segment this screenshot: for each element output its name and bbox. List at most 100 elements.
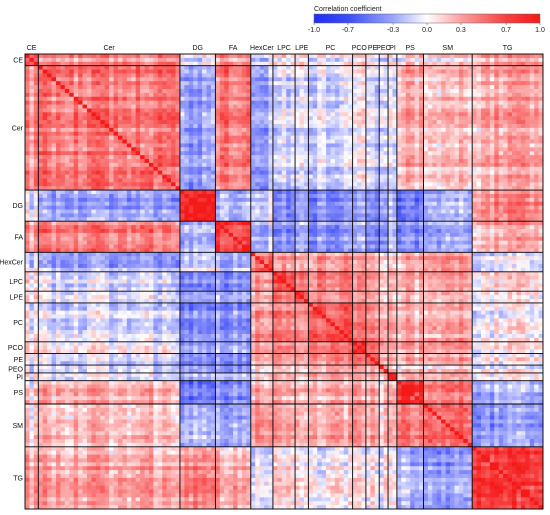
heatmap-cell [144, 201, 150, 207]
heatmap-cell [392, 104, 398, 109]
heatmap-cell [503, 124, 508, 129]
heatmap-cell [206, 182, 212, 187]
heatmap-cell [370, 120, 376, 125]
heatmap-cell [401, 131, 407, 137]
heatmap-cell [423, 186, 429, 191]
heatmap-cell [481, 54, 486, 59]
heatmap-cell [219, 96, 225, 102]
heatmap-cell [334, 186, 340, 191]
heatmap-cell [131, 73, 137, 78]
heatmap-cell [445, 73, 451, 78]
heatmap-cell [379, 127, 384, 133]
heatmap-cell [454, 124, 460, 129]
heatmap-cell [42, 201, 48, 207]
heatmap-cell [193, 213, 199, 218]
heatmap-cell [339, 73, 345, 78]
heatmap-cell [476, 131, 482, 137]
heatmap-cell [463, 112, 469, 117]
heatmap-cell [91, 92, 97, 98]
heatmap-cell [379, 116, 384, 121]
heatmap-cell [348, 197, 353, 203]
heatmap-cell [352, 159, 358, 164]
heatmap-cell [357, 127, 362, 133]
heatmap-cell [516, 120, 522, 125]
colorbar-tick-label: -0.3 [387, 27, 399, 34]
heatmap-cell [29, 182, 35, 187]
heatmap-cell [361, 112, 367, 117]
heatmap-cell [339, 186, 345, 191]
heatmap-cell [454, 112, 460, 117]
heatmap-cell [525, 120, 531, 125]
heatmap-cell [224, 143, 230, 148]
heatmap-cell [228, 61, 234, 67]
heatmap-cell [264, 197, 269, 203]
heatmap-cell [153, 147, 159, 152]
heatmap-cell [109, 190, 114, 195]
heatmap-cell [264, 213, 269, 218]
heatmap-cell [202, 57, 207, 63]
heatmap-cell [237, 151, 243, 156]
heatmap-cell [215, 96, 221, 102]
heatmap-cell [481, 194, 486, 199]
heatmap-cell [374, 213, 380, 218]
heatmap-cell [175, 112, 181, 117]
heatmap-cell [38, 197, 44, 203]
heatmap-cell [51, 120, 57, 125]
heatmap-cell [188, 54, 194, 59]
heatmap-cell [472, 190, 477, 195]
heatmap-cell [410, 174, 415, 179]
heatmap-cell [507, 205, 513, 210]
heatmap-cell [520, 186, 526, 191]
heatmap-cell [210, 182, 216, 187]
heatmap-cell [277, 108, 283, 113]
heatmap-cell [361, 108, 367, 113]
heatmap-cell [153, 162, 159, 168]
heatmap-cell [55, 73, 61, 78]
heatmap-cell [370, 182, 376, 187]
heatmap-cell [117, 73, 123, 78]
heatmap-cell [228, 104, 234, 109]
heatmap-cell [339, 104, 345, 109]
heatmap-cell [290, 57, 296, 63]
heatmap-cell [219, 77, 225, 82]
heatmap-cell [51, 57, 57, 63]
heatmap-cell [357, 159, 362, 164]
heatmap-cell [432, 159, 438, 164]
heatmap-cell [427, 54, 433, 59]
heatmap-cell [95, 178, 101, 183]
heatmap-cell [206, 201, 212, 207]
heatmap-cell [427, 89, 433, 94]
heatmap-cell [60, 182, 66, 187]
heatmap-cell [264, 143, 269, 148]
heatmap-cell [51, 143, 57, 148]
heatmap-cell [104, 57, 110, 63]
heatmap-cell [326, 135, 331, 140]
heatmap-cell [410, 131, 415, 137]
heatmap-cell [144, 170, 150, 175]
heatmap-cell [454, 65, 460, 70]
heatmap-cell [122, 155, 128, 160]
heatmap-cell [374, 209, 380, 214]
heatmap-cell [538, 124, 544, 129]
heatmap-cell [184, 182, 190, 187]
heatmap-cell [339, 162, 345, 168]
heatmap-cell [42, 57, 48, 63]
heatmap-cell [215, 131, 221, 137]
heatmap-cell [188, 127, 194, 133]
heatmap-cell [383, 178, 389, 183]
heatmap-cell [512, 120, 517, 125]
heatmap-cell [396, 147, 402, 152]
heatmap-cell [414, 186, 420, 191]
heatmap-cell [55, 213, 61, 218]
heatmap-cell [100, 65, 106, 70]
heatmap-cell [330, 166, 336, 172]
heatmap-cell [414, 170, 420, 175]
heatmap-cell [113, 170, 119, 175]
heatmap-cell [60, 166, 66, 172]
heatmap-cell [388, 209, 393, 214]
heatmap-cell [507, 81, 513, 86]
heatmap-cell [463, 77, 469, 82]
heatmap-cell [348, 96, 353, 102]
heatmap-cell [157, 139, 163, 144]
heatmap-cell [405, 69, 411, 74]
